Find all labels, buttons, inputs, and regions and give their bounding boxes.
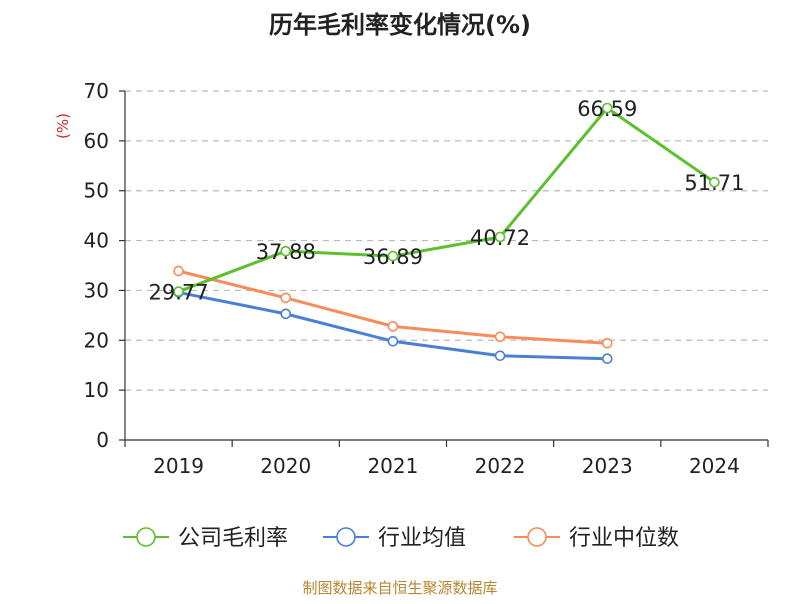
- legend-label-2: 行业中位数: [569, 526, 679, 551]
- source-note: 制图数据来自恒生聚源数据库: [302, 579, 497, 597]
- series-1-point-2023: [601, 353, 613, 365]
- series-1-point-2021: [387, 335, 399, 347]
- series-0-point-2019: [173, 286, 184, 297]
- series-0-point-2020: [280, 245, 292, 257]
- series-lines: [173, 102, 720, 365]
- series-2-point-2023: [601, 337, 613, 349]
- y-tick-label-30: 30: [84, 278, 109, 302]
- legend-item-1[interactable]: 行业均值: [323, 526, 466, 551]
- legend-item-0[interactable]: 公司毛利率: [123, 526, 288, 551]
- series-2: [173, 265, 613, 349]
- legend-marker-1: [336, 527, 356, 547]
- legend-label-0: 公司毛利率: [178, 526, 288, 551]
- legend-item-2[interactable]: 行业中位数: [514, 526, 679, 551]
- y-axis-unit-label: (%): [54, 113, 72, 139]
- data-label-2020: 37.88: [256, 240, 316, 264]
- y-tick-label-20: 20: [84, 328, 109, 352]
- series-1-point-2022: [494, 350, 506, 362]
- y-tick-label-50: 50: [84, 179, 109, 203]
- x-tick-label-2022: 2022: [475, 454, 526, 478]
- x-tick-label-2024: 2024: [689, 454, 740, 478]
- data-label-2023: 66.59: [577, 97, 637, 121]
- series-2-point-2019: [173, 265, 184, 277]
- x-tick-label-2020: 2020: [260, 454, 311, 478]
- x-tick-label-2019: 2019: [153, 454, 204, 478]
- x-tick-label-2023: 2023: [582, 454, 633, 478]
- series-line-0: [178, 106, 716, 293]
- legend[interactable]: 公司毛利率 行业均值 行业中位数: [123, 526, 679, 551]
- series-0: [173, 102, 720, 297]
- gridlines: [125, 90, 768, 391]
- series-2-point-2020: [280, 292, 292, 304]
- series-0-point-2022: [494, 231, 506, 243]
- x-tick-label-2021: 2021: [367, 454, 418, 478]
- series-line-2: [178, 269, 608, 345]
- legend-label-1: 行业均值: [378, 526, 466, 551]
- series-1-point-2020: [280, 308, 292, 320]
- series-0-point-2024: [709, 176, 720, 188]
- data-label-2019: 29.77: [149, 281, 209, 305]
- legend-marker-2: [527, 527, 547, 547]
- y-tick-label-60: 60: [84, 129, 109, 153]
- data-label-2024: 51.71: [684, 171, 744, 195]
- chart-title: 历年毛利率变化情况(%): [269, 11, 531, 39]
- series-0-point-2021: [387, 250, 399, 262]
- y-tick-label-0: 0: [96, 428, 109, 452]
- legend-marker-0: [136, 527, 156, 547]
- series-2-point-2022: [494, 331, 506, 343]
- y-tick-label-70: 70: [84, 79, 109, 103]
- series-0-point-2023: [601, 102, 613, 114]
- data-labels: 29.77 37.88 36.89 40.72 66.59 51.71: [149, 97, 745, 305]
- data-label-2022: 40.72: [470, 226, 530, 250]
- y-tick-label-40: 40: [84, 229, 109, 253]
- y-tick-label-10: 10: [84, 378, 109, 402]
- series-2-point-2021: [387, 321, 399, 332]
- axes: 0 10 20 30 40 50 60 70 2019 2020 2021 2022 2023 2024: [84, 79, 769, 478]
- data-label-2021: 36.89: [363, 245, 423, 269]
